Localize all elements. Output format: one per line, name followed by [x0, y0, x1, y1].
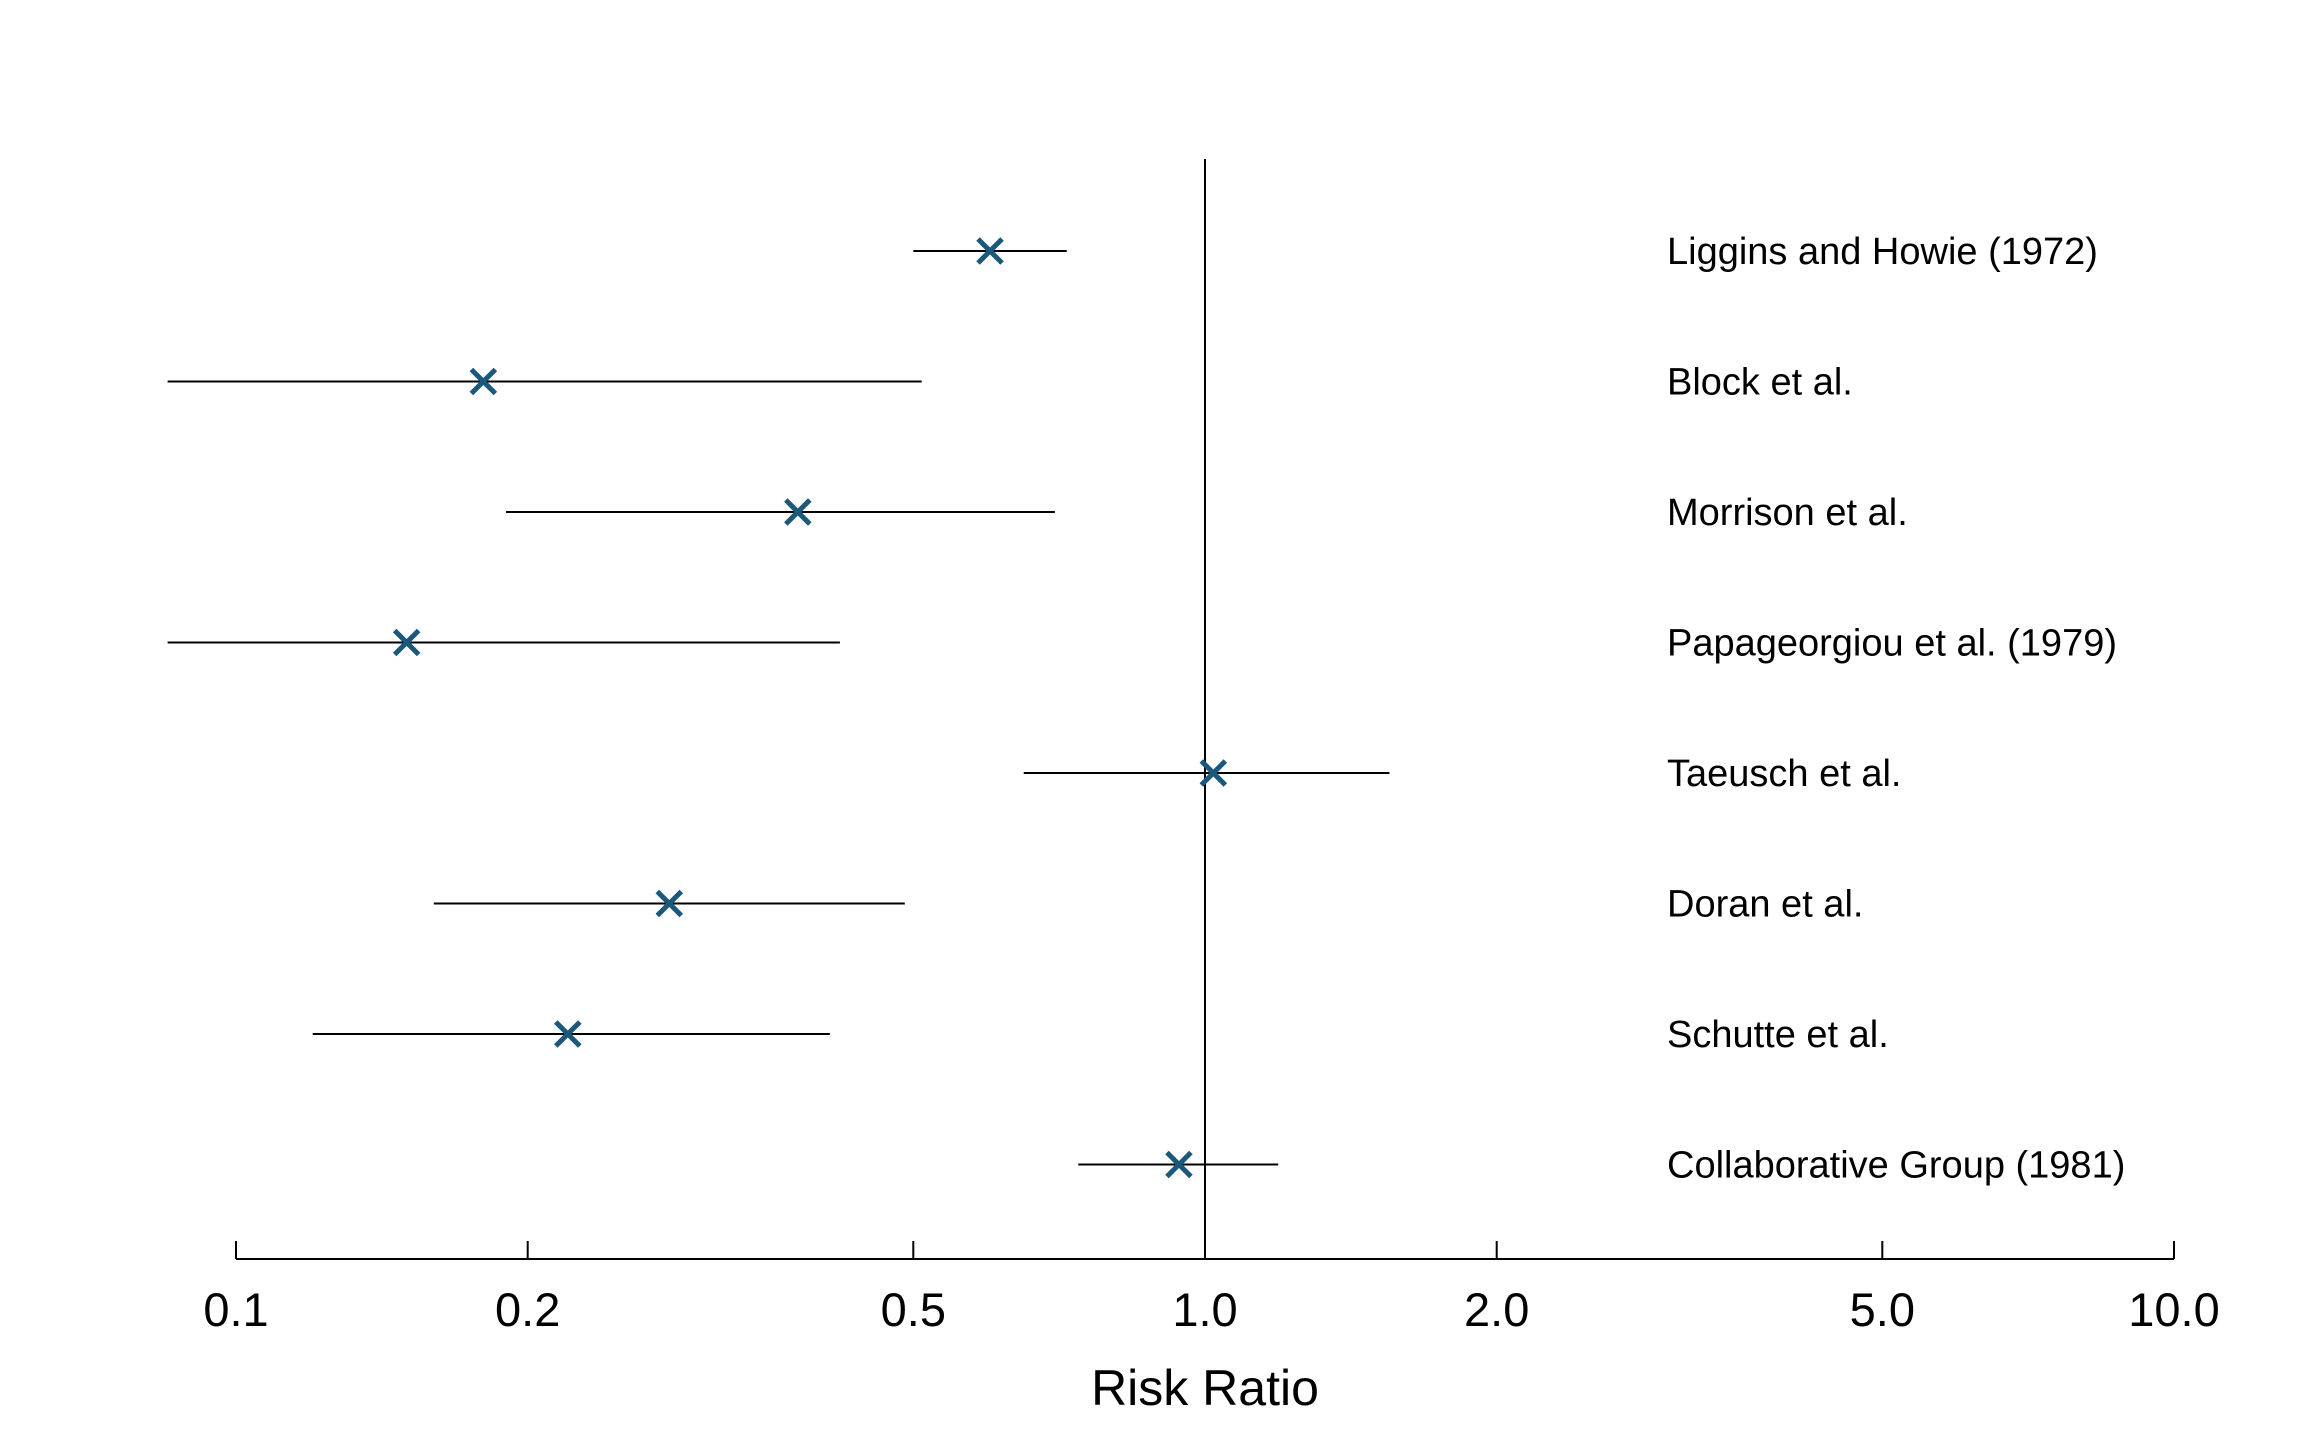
x-tick-label: 5.0: [1850, 1283, 1915, 1336]
plot-area: 0.1 0.2 0.5 1.0 2.0 5.0 10.0 Risk Ratio Liggins …: [167, 159, 2220, 1416]
study-label: Schutte et al.: [1667, 1014, 1889, 1056]
point-estimate-marker: [469, 367, 498, 396]
study-label: Collaborative Group (1981): [1667, 1145, 2125, 1187]
point-estimate-marker: [655, 889, 684, 918]
x-axis-title: Risk Ratio: [1091, 1360, 1319, 1416]
study-label: Taeusch et al.: [1667, 753, 1901, 795]
x-tick-label: 0.5: [881, 1283, 946, 1336]
x-tick-label: 0.2: [495, 1283, 560, 1336]
study-label: Morrison et al.: [1667, 492, 1908, 534]
study-label: Papageorgiou et al. (1979): [1667, 623, 2117, 665]
x-tick-label: 2.0: [1464, 1283, 1529, 1336]
point-estimate-marker: [1165, 1150, 1193, 1179]
x-tick-label: 0.1: [203, 1283, 268, 1336]
point-estimate-marker: [784, 498, 812, 526]
point-estimate-marker: [1199, 759, 1228, 787]
x-tick-label: 1.0: [1172, 1283, 1237, 1336]
study-label: Liggins and Howie (1972): [1667, 231, 2098, 273]
point-estimate-marker: [976, 237, 1004, 265]
study-label: Block et al.: [1667, 362, 1853, 404]
study-label: Doran et al.: [1667, 884, 1863, 926]
point-estimate-marker: [392, 628, 421, 657]
x-tick-label: 10.0: [2128, 1283, 2219, 1336]
point-estimate-marker: [554, 1020, 582, 1048]
